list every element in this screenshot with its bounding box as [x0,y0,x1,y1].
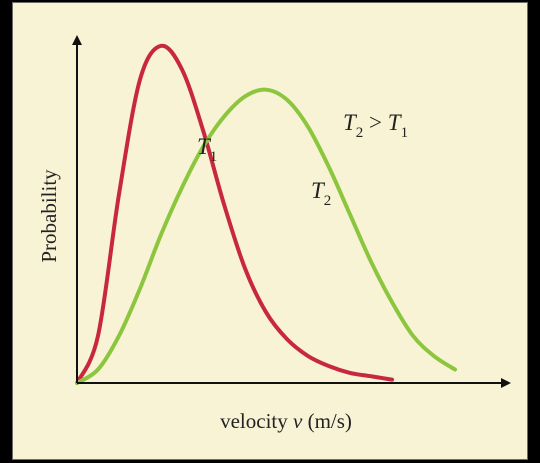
series-label-t1: T1 [197,134,217,165]
series-label-t2-sub: 2 [324,193,332,209]
x-axis-label-text: velocity [220,409,293,433]
x-axis-label-unit: (m/s) [302,409,352,433]
y-axis-label: Probability [37,169,61,263]
x-axis-label: velocity v (m/s) [220,409,352,433]
annotation-operator: > [363,110,387,135]
series-layer [75,43,457,385]
series-label-t2-base: T [311,178,326,203]
annotation-lhs-sub: 2 [356,125,364,141]
chart: velocity v (m/s) Probability T1 T2 T2 > … [37,35,511,433]
annotation-rhs-base: T [388,110,403,135]
annotation-rhs-sub: 1 [401,125,409,141]
series-label-t1-sub: 1 [210,149,218,165]
figure-panel: velocity v (m/s) Probability T1 T2 T2 > … [12,2,528,460]
temperature-annotation: T2 > T1 [343,110,408,141]
annotation-lhs-base: T [343,110,358,135]
x-axis-label-var: v [293,409,303,433]
series-label-t2: T2 [311,178,331,209]
series-label-t1-base: T [197,134,212,159]
series-line-t1 [75,43,394,385]
series-line-t2 [75,87,457,385]
